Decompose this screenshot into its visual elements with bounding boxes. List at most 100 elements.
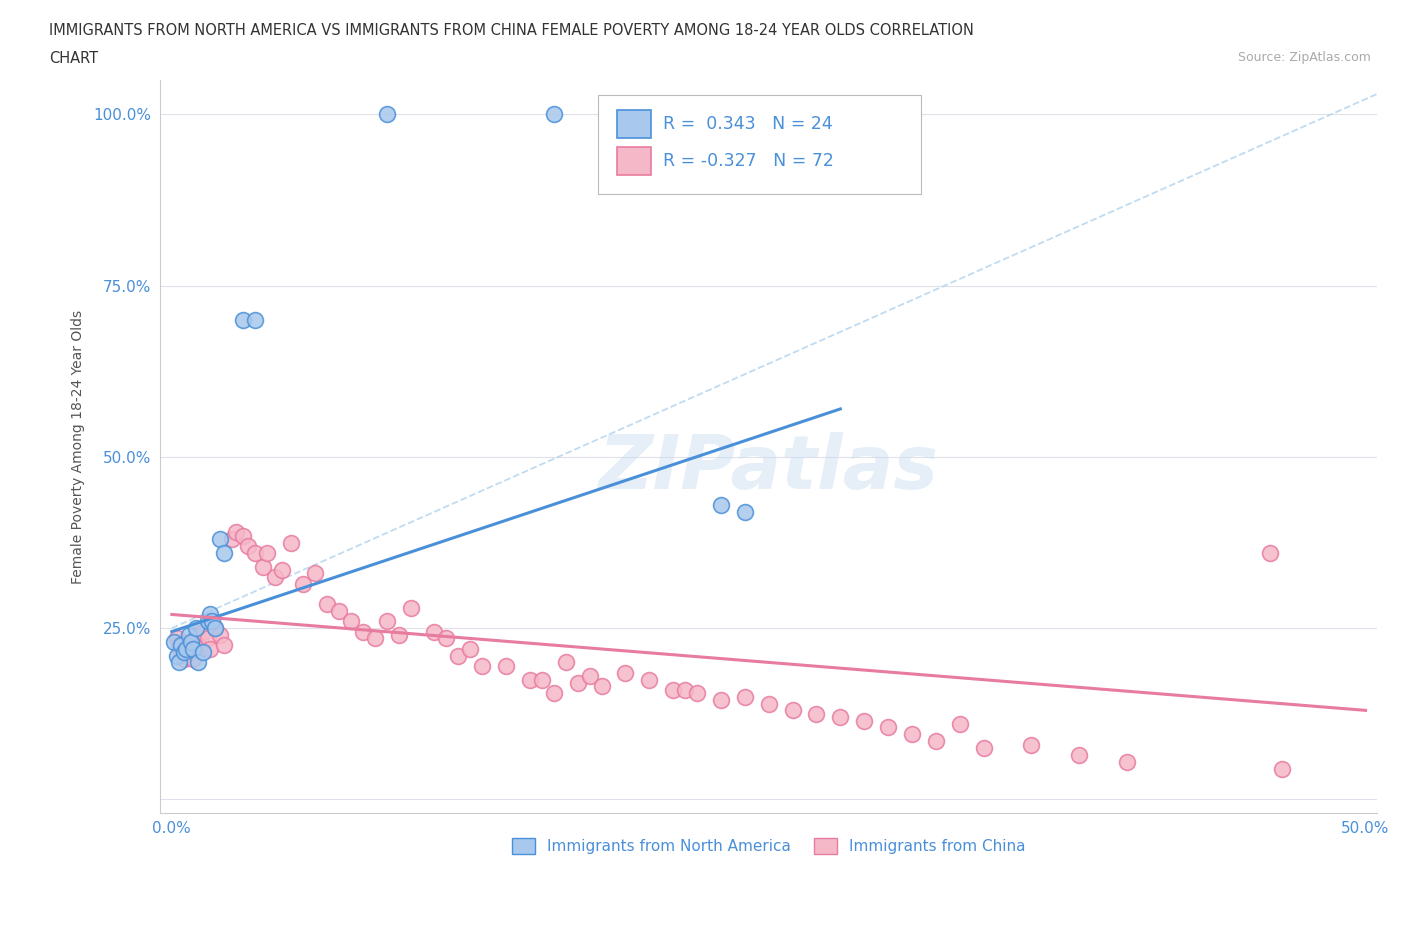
Point bbox=[208, 628, 231, 643]
Point bbox=[201, 614, 224, 629]
Point bbox=[673, 683, 696, 698]
Point bbox=[471, 658, 494, 673]
Text: IMMIGRANTS FROM NORTH AMERICA VS IMMIGRANTS FROM CHINA FEMALE POVERTY AMONG 18-2: IMMIGRANTS FROM NORTH AMERICA VS IMMIGRA… bbox=[49, 23, 974, 38]
Point bbox=[163, 634, 186, 649]
Text: R =  0.343   N = 24: R = 0.343 N = 24 bbox=[662, 115, 832, 133]
Legend: Immigrants from North America, Immigrants from China: Immigrants from North America, Immigrant… bbox=[506, 832, 1032, 860]
Point bbox=[543, 107, 565, 122]
Point bbox=[973, 740, 995, 755]
Point bbox=[214, 638, 236, 653]
Point bbox=[364, 631, 387, 645]
Point bbox=[292, 577, 315, 591]
Point bbox=[638, 672, 661, 687]
Point bbox=[270, 563, 292, 578]
Point bbox=[252, 559, 274, 574]
Point bbox=[758, 696, 780, 711]
Point bbox=[578, 669, 600, 684]
Point bbox=[225, 525, 247, 539]
Point bbox=[519, 672, 541, 687]
Point bbox=[447, 648, 470, 663]
Point bbox=[1258, 545, 1281, 560]
Point bbox=[554, 655, 576, 670]
Point bbox=[187, 638, 209, 653]
Point bbox=[187, 655, 209, 670]
Text: R = -0.327   N = 72: R = -0.327 N = 72 bbox=[662, 152, 834, 170]
Point bbox=[782, 703, 804, 718]
Point bbox=[662, 683, 685, 698]
Point bbox=[734, 689, 756, 704]
Point bbox=[245, 545, 267, 560]
FancyBboxPatch shape bbox=[598, 95, 921, 193]
Point bbox=[949, 717, 972, 732]
Point bbox=[204, 620, 226, 635]
Point bbox=[734, 504, 756, 519]
Point bbox=[388, 628, 411, 643]
Point bbox=[221, 532, 243, 547]
Point bbox=[591, 679, 613, 694]
Point bbox=[197, 614, 219, 629]
Point bbox=[245, 312, 267, 327]
Point bbox=[183, 642, 205, 657]
Point bbox=[191, 624, 214, 639]
Text: Source: ZipAtlas.com: Source: ZipAtlas.com bbox=[1237, 51, 1371, 64]
Point bbox=[853, 713, 876, 728]
Point bbox=[197, 631, 219, 645]
Point bbox=[877, 720, 900, 735]
Point bbox=[232, 528, 254, 543]
Point bbox=[328, 604, 350, 618]
Point bbox=[316, 597, 339, 612]
Point bbox=[1067, 748, 1090, 763]
Point bbox=[177, 628, 200, 643]
Point bbox=[180, 644, 202, 659]
Point bbox=[263, 569, 285, 584]
Point bbox=[458, 642, 481, 657]
Point bbox=[184, 628, 207, 643]
Point bbox=[167, 638, 190, 653]
Point bbox=[567, 675, 589, 690]
Point bbox=[925, 734, 948, 749]
Point bbox=[901, 727, 924, 742]
Point bbox=[204, 620, 226, 635]
Point bbox=[375, 614, 398, 629]
Point bbox=[198, 642, 221, 657]
Point bbox=[710, 498, 733, 512]
Point bbox=[423, 624, 446, 639]
Point bbox=[184, 620, 207, 635]
Point bbox=[686, 685, 709, 700]
Point bbox=[256, 545, 278, 560]
Point bbox=[170, 638, 193, 653]
Point bbox=[166, 631, 188, 645]
Point bbox=[304, 566, 326, 581]
Point bbox=[167, 655, 190, 670]
Point bbox=[375, 107, 398, 122]
Point bbox=[614, 665, 637, 680]
Point bbox=[190, 642, 212, 657]
Point bbox=[166, 648, 188, 663]
Point bbox=[399, 600, 422, 615]
Point bbox=[191, 644, 214, 659]
Point bbox=[1115, 754, 1137, 769]
Point bbox=[232, 312, 254, 327]
Point bbox=[352, 624, 374, 639]
Point bbox=[495, 658, 517, 673]
Point bbox=[280, 535, 302, 550]
Point bbox=[806, 707, 828, 722]
Point bbox=[543, 685, 565, 700]
Text: CHART: CHART bbox=[49, 51, 98, 66]
Point bbox=[174, 642, 197, 657]
Point bbox=[238, 538, 260, 553]
Point bbox=[434, 631, 457, 645]
Point bbox=[340, 614, 363, 629]
Point bbox=[208, 532, 231, 547]
Point bbox=[530, 672, 553, 687]
Point bbox=[198, 607, 221, 622]
Point bbox=[710, 693, 733, 708]
Point bbox=[173, 652, 195, 667]
Point bbox=[170, 644, 193, 659]
Text: ZIPatlas: ZIPatlas bbox=[599, 432, 939, 505]
Point bbox=[183, 652, 205, 667]
Point bbox=[173, 644, 195, 659]
FancyBboxPatch shape bbox=[616, 110, 651, 138]
Point bbox=[180, 634, 202, 649]
Point bbox=[174, 642, 197, 657]
